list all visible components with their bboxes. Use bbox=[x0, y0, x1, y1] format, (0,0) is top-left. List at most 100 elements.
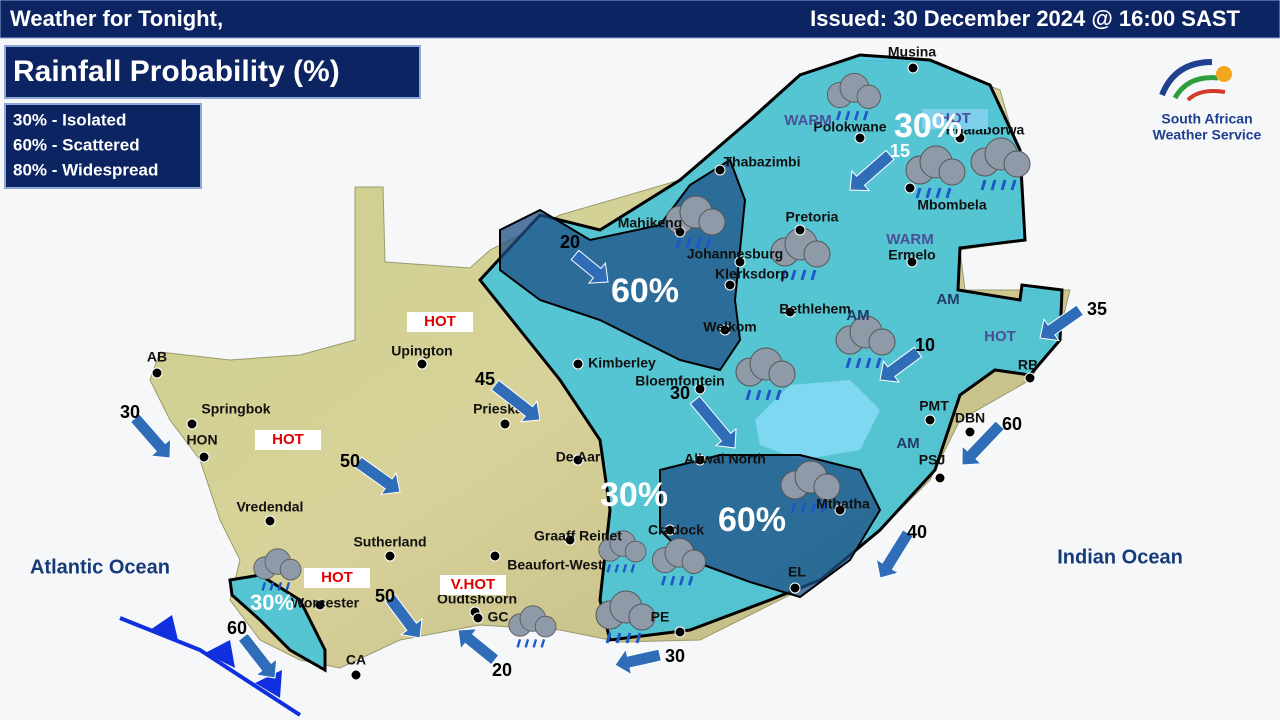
title-box bbox=[4, 45, 421, 99]
town-dot bbox=[472, 612, 484, 624]
town-label: Upington bbox=[391, 343, 452, 359]
rain-drop bbox=[605, 632, 612, 644]
town-dot bbox=[724, 279, 736, 291]
wind-arrow bbox=[875, 529, 914, 579]
rain-drop bbox=[675, 237, 682, 249]
wind-arrow bbox=[849, 149, 895, 192]
town-label: Beaufort-West bbox=[507, 557, 603, 573]
town-label: Bloemfontein bbox=[635, 373, 724, 389]
weather-icon bbox=[826, 72, 881, 121]
weather-icon bbox=[735, 347, 796, 401]
temperature-tag: HOT bbox=[984, 328, 1016, 345]
rain-drop bbox=[635, 632, 642, 644]
town-dot bbox=[834, 504, 846, 516]
wind-arrow bbox=[614, 648, 662, 676]
town-label: Polokwane bbox=[813, 119, 886, 135]
cloud bbox=[813, 473, 841, 501]
rain-drop bbox=[915, 187, 922, 199]
rain-drop bbox=[695, 237, 702, 249]
temperature-tag: WARM bbox=[784, 112, 832, 129]
town-label: Musina bbox=[888, 44, 936, 60]
rain-drop bbox=[800, 502, 807, 514]
cold-front bbox=[119, 616, 302, 717]
ocean-label: Indian Ocean bbox=[1057, 546, 1183, 568]
rain-drop bbox=[810, 269, 817, 281]
am-label: AM bbox=[896, 435, 919, 452]
cloud bbox=[1003, 150, 1031, 178]
rain-drop bbox=[661, 575, 667, 586]
rain-drop bbox=[765, 389, 772, 401]
town-dot bbox=[674, 226, 686, 238]
weather-icon bbox=[780, 460, 841, 514]
town-label: AB bbox=[147, 349, 167, 365]
wind-speed: 40 bbox=[907, 522, 927, 542]
town-dot bbox=[416, 358, 428, 370]
town-dot bbox=[186, 418, 198, 430]
header-left: Weather for Tonight, bbox=[10, 6, 223, 31]
wind-speed: 30 bbox=[665, 646, 685, 666]
wind-speed: 50 bbox=[375, 586, 395, 606]
temp-tag-box bbox=[255, 430, 321, 450]
temperature-tag: WARM bbox=[886, 231, 934, 248]
legend-item: 60% - Scattered bbox=[13, 135, 140, 154]
town-dot bbox=[674, 626, 686, 638]
town-label: Welkom bbox=[703, 319, 756, 335]
cloud bbox=[624, 540, 647, 563]
wind-arrow bbox=[1039, 304, 1085, 342]
wind-arrow bbox=[879, 346, 923, 383]
town-label: PSJ bbox=[919, 452, 945, 468]
rain-drop bbox=[261, 582, 267, 591]
weather-icon bbox=[770, 227, 831, 281]
town-dot bbox=[314, 599, 326, 611]
town-label: Bethlehem bbox=[779, 301, 851, 317]
rain-drop bbox=[820, 502, 827, 514]
am-label: AM bbox=[846, 307, 869, 324]
wind-speed: 20 bbox=[492, 660, 512, 680]
probability-label: 30% bbox=[600, 476, 668, 514]
wind-arrow bbox=[237, 632, 278, 679]
wind-arrow bbox=[384, 593, 423, 639]
town-dot bbox=[694, 383, 706, 395]
town-label: PE bbox=[651, 609, 670, 625]
town-label: DBN bbox=[955, 410, 985, 426]
rain-drop bbox=[1000, 179, 1007, 191]
legend-box bbox=[4, 103, 202, 189]
town-label: Cradock bbox=[648, 522, 704, 538]
rain-drop bbox=[615, 632, 622, 644]
temperature-tag: HOT bbox=[939, 110, 971, 127]
town-label: Mahikeng bbox=[618, 215, 683, 231]
rain-drop bbox=[945, 187, 952, 199]
town-dot bbox=[664, 524, 676, 536]
wind-arrow bbox=[353, 456, 401, 496]
weather-icon bbox=[598, 530, 647, 573]
temp-tag-box bbox=[407, 312, 473, 332]
town-label: Aliwal North bbox=[684, 451, 766, 467]
cloud bbox=[803, 240, 831, 268]
town-label: RB bbox=[1018, 357, 1038, 373]
rain-drop bbox=[705, 237, 712, 249]
town-dot bbox=[564, 534, 576, 546]
rain-drop bbox=[614, 564, 620, 573]
town-dot bbox=[719, 324, 731, 336]
town-label: Vredendal bbox=[237, 499, 304, 515]
legend-item: 30% - Isolated bbox=[13, 110, 126, 129]
town-dot bbox=[384, 550, 396, 562]
rain-drop bbox=[836, 110, 842, 121]
weather-icon bbox=[835, 315, 896, 369]
rain-drop bbox=[277, 582, 283, 591]
rain-drop bbox=[625, 632, 632, 644]
wind-arrow bbox=[490, 379, 541, 423]
town-label: Kimberley bbox=[588, 355, 656, 371]
town-dot bbox=[198, 451, 210, 463]
wind-speed: 60 bbox=[1002, 414, 1022, 434]
town-dot bbox=[954, 132, 966, 144]
wind-speed: 35 bbox=[1087, 299, 1107, 319]
rain-drop bbox=[540, 639, 546, 648]
logo bbox=[1159, 59, 1232, 102]
rain-drop bbox=[606, 564, 612, 573]
wind-speed: 30 bbox=[120, 402, 140, 422]
rain-drop bbox=[269, 582, 275, 591]
town-dot bbox=[904, 182, 916, 194]
town-label: EL bbox=[788, 564, 806, 580]
